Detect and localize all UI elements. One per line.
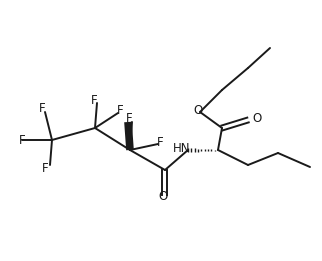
Text: O: O — [158, 191, 168, 204]
Text: F: F — [39, 103, 45, 116]
Text: O: O — [252, 111, 261, 124]
Text: O: O — [194, 104, 203, 116]
Text: F: F — [19, 133, 25, 146]
Text: F: F — [91, 93, 97, 106]
Text: F: F — [117, 104, 123, 116]
Text: F: F — [126, 112, 132, 126]
Text: HN: HN — [173, 141, 191, 155]
Text: F: F — [42, 162, 48, 175]
Text: F: F — [157, 137, 163, 150]
